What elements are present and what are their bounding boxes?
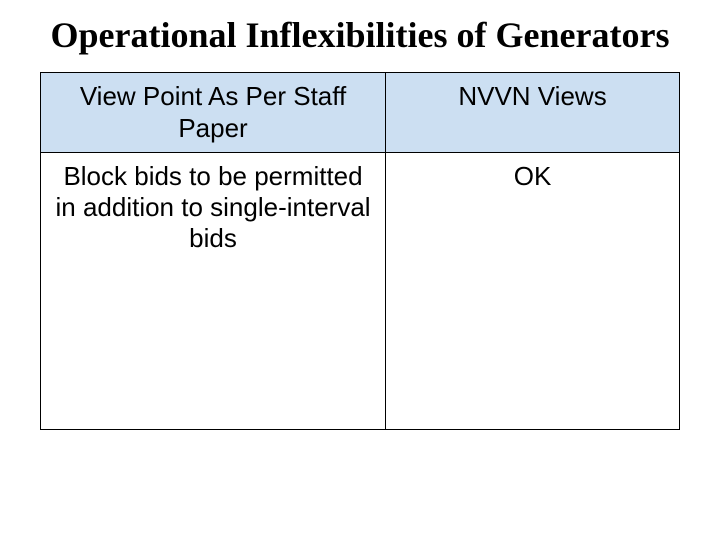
table-row: Block bids to be permitted in addition t… xyxy=(41,152,680,429)
table-cell-left: Block bids to be permitted in addition t… xyxy=(41,152,386,429)
table-cell-right: OK xyxy=(386,152,680,429)
slide: Operational Inflexibilities of Generator… xyxy=(0,0,720,540)
table-header-row: View Point As Per Staff Paper NVVN Views xyxy=(41,73,680,152)
slide-title: Operational Inflexibilities of Generator… xyxy=(30,14,690,56)
table-header-right: NVVN Views xyxy=(386,73,680,152)
table-header-left: View Point As Per Staff Paper xyxy=(41,73,386,152)
comparison-table: View Point As Per Staff Paper NVVN Views… xyxy=(40,72,680,429)
